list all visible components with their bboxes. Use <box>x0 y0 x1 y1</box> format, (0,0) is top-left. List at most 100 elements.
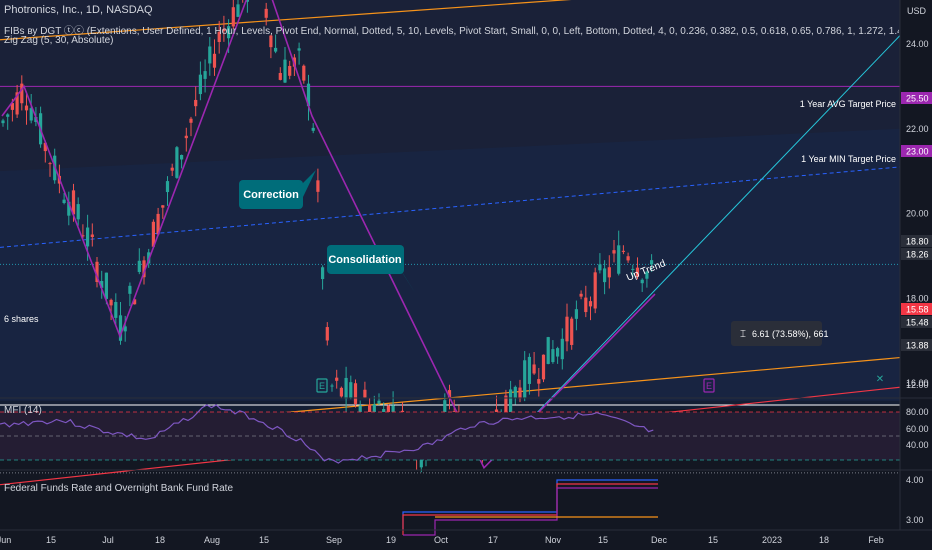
candle-body <box>541 354 546 380</box>
candle-body <box>598 264 602 271</box>
time-tick: Aug <box>204 535 220 545</box>
zigzag-line <box>1 0 656 470</box>
time-tick: 15 <box>708 535 718 545</box>
time-tick: 15 <box>598 535 608 545</box>
earnings-marker <box>316 378 328 393</box>
candle-body <box>222 28 226 32</box>
candle-body <box>10 103 14 110</box>
candle-body <box>579 293 583 297</box>
candle-body <box>640 279 644 284</box>
channel-fill <box>0 128 900 426</box>
time-tick: 15 <box>46 535 56 545</box>
channel-upper-line <box>0 0 572 41</box>
price-tick: 24.00 <box>906 39 929 49</box>
symbol-legend[interactable]: Photronics, Inc., 1D, NASDAQ <box>4 4 153 16</box>
candle-body <box>217 32 221 42</box>
price-tag <box>901 92 932 104</box>
zigzag-indicator-legend[interactable]: Zig Zag (5, 30, Absolute) <box>4 35 114 46</box>
price-tag-label: 13.88 <box>906 341 929 351</box>
candle-body <box>133 299 137 305</box>
price-tag <box>901 303 932 315</box>
candle-body <box>325 327 329 341</box>
candle-body <box>532 364 536 374</box>
candle-body <box>650 260 654 265</box>
fibs-indicator-legend[interactable]: FIBs ву DGT ⓣⓒ (Extentions, User Defined… <box>4 26 899 37</box>
candle-body <box>48 163 52 165</box>
fed-tick: 4.00 <box>906 475 924 485</box>
time-tick: 2023 <box>762 535 782 545</box>
candle-body <box>321 267 325 280</box>
candle-body <box>593 272 597 309</box>
candle-body <box>377 400 381 404</box>
candle-body <box>62 199 66 204</box>
candle-body <box>518 387 522 399</box>
candle-body <box>588 301 593 307</box>
candle-body <box>198 74 202 95</box>
time-tick: 18 <box>155 535 165 545</box>
dividend-icon: ✕ <box>876 374 884 385</box>
candle-body <box>245 0 249 2</box>
time-tick: Dec <box>651 535 668 545</box>
fed-rate-title[interactable]: Federal Funds Rate and Overnight Bank Fu… <box>4 483 234 494</box>
measure-box <box>731 321 822 346</box>
candle-body <box>565 316 569 342</box>
price-tag <box>901 316 932 328</box>
time-tick: 19 <box>386 535 396 545</box>
channel-mid-line <box>0 166 901 248</box>
candle-body <box>607 267 611 278</box>
price-tick: 16.00 <box>906 378 929 388</box>
candle-body <box>278 72 282 80</box>
fed-tick: 3.00 <box>906 515 924 525</box>
min-target-label: 1 Year MIN Target Price <box>801 154 896 164</box>
currency-label: USD <box>907 6 927 16</box>
candle-body <box>513 386 517 398</box>
candle-body <box>556 348 560 357</box>
candle-body <box>631 268 635 270</box>
candle-body <box>626 256 630 261</box>
candle-body <box>523 360 527 398</box>
candle-body <box>443 400 447 420</box>
candle-body <box>617 245 621 274</box>
price-tag <box>901 145 932 157</box>
candle-body <box>645 271 649 279</box>
candle-body <box>231 7 235 27</box>
fed-pane[interactable] <box>402 479 658 536</box>
candle-body <box>24 105 29 111</box>
candle-body <box>316 180 320 192</box>
candle-body <box>612 250 616 254</box>
candle-body <box>100 281 104 288</box>
candle-body <box>236 4 240 17</box>
mfi-title[interactable]: MFI (14) <box>4 405 42 416</box>
candle-body <box>95 261 99 283</box>
time-tick: 18 <box>819 535 829 545</box>
candle-body <box>372 404 376 415</box>
price-tick: 18.00 <box>906 293 929 303</box>
price-tag <box>901 235 932 247</box>
earnings-marker <box>703 378 715 393</box>
price-axis-bg <box>900 0 932 550</box>
mfi-pane[interactable] <box>0 404 900 464</box>
time-tick: 17 <box>488 535 498 545</box>
candle-body <box>368 404 372 417</box>
time-tick: Feb <box>868 535 884 545</box>
candle-body <box>67 201 71 216</box>
candle-body <box>330 385 334 387</box>
candle-body <box>86 227 90 247</box>
candle-body <box>165 181 170 193</box>
candle-body <box>208 46 212 64</box>
candle-body <box>128 285 132 294</box>
candle-body <box>504 395 508 413</box>
candle-body <box>151 221 155 247</box>
candle-body <box>90 234 94 238</box>
candle-body <box>227 26 231 39</box>
time-tick: Nov <box>545 535 562 545</box>
price-tick: 20.00 <box>906 209 929 219</box>
time-tick: Oct <box>434 535 449 545</box>
consolidation-callout-tail <box>394 260 416 294</box>
candle-body <box>29 108 33 121</box>
candle-body <box>306 83 311 107</box>
candle-body <box>527 356 531 384</box>
candle-body <box>109 299 113 306</box>
